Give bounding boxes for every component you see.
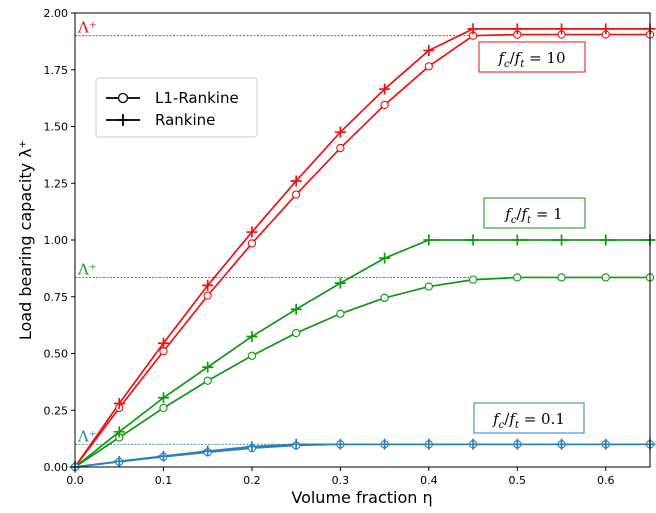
marker-plus — [379, 252, 391, 264]
marker-circle — [292, 190, 301, 199]
marker-circle — [513, 273, 522, 282]
reference-label: Λ⁺ — [77, 427, 97, 445]
marker-plus — [600, 23, 612, 35]
y-tick-label: 0.00 — [44, 461, 69, 474]
marker-plus — [202, 445, 214, 457]
marker-plus — [423, 234, 435, 246]
legend: L1-Rankine Rankine — [95, 77, 258, 138]
x-tick-label: 0.2 — [243, 474, 261, 487]
marker-plus — [423, 438, 435, 450]
x-tick-label: 0.6 — [597, 474, 615, 487]
marker-plus — [600, 438, 612, 450]
reference-label: Λ⁺ — [77, 19, 97, 37]
series-line-rankine — [74, 443, 650, 468]
marker-plus — [334, 277, 346, 289]
x-tick-label: 0.5 — [509, 474, 527, 487]
marker-circle — [424, 62, 433, 71]
marker-plus — [379, 438, 391, 450]
marker-plus — [157, 450, 169, 462]
marker-circle — [468, 275, 478, 284]
y-tick-label: 2.00 — [44, 7, 69, 20]
marker-plus — [246, 441, 258, 453]
reference-lines: Λ⁺ Λ⁺ Λ⁺ — [75, 19, 474, 445]
legend-label-l1-rankine: L1-Rankine — [155, 89, 239, 107]
series-line-l1_rankine — [74, 33, 650, 468]
legend-label-rankine: Rankine — [155, 111, 215, 129]
annotation-blue: fc/ft = 0.1 — [473, 402, 585, 434]
y-tick-label: 1.75 — [44, 64, 69, 77]
marker-plus — [290, 175, 302, 187]
series-line-rankine — [74, 28, 650, 468]
marker-plus — [511, 23, 523, 35]
marker-plus — [202, 361, 214, 373]
y-tick-label: 1.50 — [44, 121, 69, 134]
x-tick-label: 0.3 — [332, 474, 350, 487]
marker-plus — [556, 438, 568, 450]
marker-plus — [290, 438, 302, 450]
x-tick-label: 0.1 — [155, 474, 173, 487]
y-tick-label: 1.00 — [44, 234, 69, 247]
marker-circle — [247, 239, 257, 248]
marker-plus — [423, 44, 435, 56]
marker-plus — [113, 455, 125, 467]
y-tick-label: 0.50 — [44, 348, 69, 361]
reference-label: Λ⁺ — [77, 260, 97, 278]
marker-plus — [379, 83, 391, 95]
series-line-rankine — [74, 239, 650, 468]
marker-plus — [246, 330, 258, 342]
marker-circle — [292, 328, 301, 338]
marker-plus — [556, 234, 568, 246]
marker-circle — [203, 291, 212, 300]
marker-plus — [113, 397, 125, 409]
x-axis-label: Volume fraction η — [291, 488, 432, 507]
y-tick-label: 0.75 — [44, 291, 69, 304]
marker-plus — [334, 438, 346, 450]
x-axis-ticks: 0.0 0.1 0.2 0.3 0.4 0.5 0.6 — [66, 467, 615, 487]
x-tick-label: 0.4 — [420, 474, 438, 487]
marker-circle — [380, 100, 389, 110]
marker-circle — [247, 351, 257, 360]
y-tick-label: 1.25 — [44, 177, 69, 190]
marker-plus — [334, 126, 346, 138]
marker-plus — [157, 392, 169, 404]
y-tick-label: 0.25 — [44, 404, 69, 417]
series-line-l1_rankine — [74, 276, 650, 468]
legend-frame — [95, 77, 258, 138]
y-axis-ticks: 0.00 0.25 0.50 0.75 1.00 1.25 1.50 1.75 2.00 — [44, 7, 75, 474]
marker-plus — [467, 234, 479, 246]
x-tick-label: 0.0 — [66, 474, 84, 487]
annotation-green: fc/ft = 1 — [483, 197, 586, 229]
marker-circle — [159, 403, 168, 413]
marker-plus — [290, 303, 302, 315]
legend-marker-plus — [117, 114, 129, 126]
marker-circle — [336, 143, 345, 153]
y-axis-label: Load bearing capacity λ⁺ — [16, 140, 35, 340]
marker-circle — [601, 273, 610, 282]
svg-text:fc/ft = 10: fc/ft = 10 — [497, 49, 565, 70]
marker-plus — [246, 226, 258, 238]
marker-plus — [467, 23, 479, 35]
marker-circle — [557, 273, 566, 282]
svg-text:fc/ft = 0.1: fc/ft = 0.1 — [492, 410, 565, 431]
marker-plus — [467, 438, 479, 450]
marker-plus — [511, 234, 523, 246]
marker-plus — [113, 426, 125, 438]
marker-plus — [511, 438, 523, 450]
marker-circle — [380, 293, 389, 303]
annotation-red: fc/ft = 10 — [478, 41, 586, 73]
svg-text:fc/ft = 1: fc/ft = 1 — [504, 205, 562, 226]
marker-circle — [336, 309, 345, 318]
marker-circle — [424, 282, 433, 291]
marker-plus — [600, 234, 612, 246]
legend-marker-circle — [117, 92, 129, 104]
marker-plus — [202, 279, 214, 291]
marker-plus — [157, 337, 169, 349]
marker-circle — [203, 376, 212, 385]
marker-plus — [556, 23, 568, 35]
